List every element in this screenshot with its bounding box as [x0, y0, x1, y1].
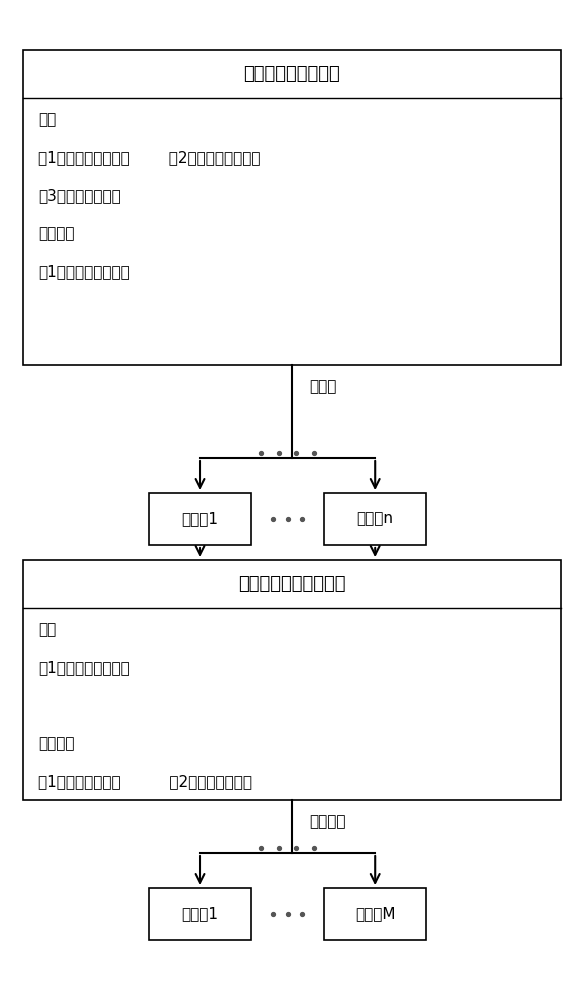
- Text: 下层：充电桩功率分配: 下层：充电桩功率分配: [238, 575, 346, 593]
- Text: （3）负荷波动最小: （3）负荷波动最小: [38, 189, 121, 204]
- Text: 约束条件: 约束条件: [38, 227, 75, 242]
- Bar: [324, 493, 426, 545]
- Text: 约束条件: 约束条件: [38, 736, 75, 752]
- Text: （1）充电功率约束          （2）充电时间约束: （1）充电功率约束 （2）充电时间约束: [38, 774, 252, 790]
- Text: 负荷量: 负荷量: [310, 379, 337, 394]
- Bar: [149, 493, 251, 545]
- Text: 变压器n: 变压器n: [357, 511, 394, 526]
- Text: 充电桩M: 充电桩M: [355, 906, 395, 922]
- Text: 充电桨1: 充电桨1: [182, 906, 218, 922]
- Text: 变压器1: 变压器1: [182, 511, 218, 526]
- Bar: [23, 560, 561, 800]
- Bar: [23, 50, 561, 365]
- Text: 目标: 目标: [38, 113, 56, 128]
- Bar: [324, 888, 426, 940]
- Bar: [149, 888, 251, 940]
- Text: 目标: 目标: [38, 622, 56, 638]
- Text: （1）用电成本的最低        （2）变压器损耗最小: （1）用电成本的最低 （2）变压器损耗最小: [38, 151, 260, 166]
- Text: 上层：配电室变压器: 上层：配电室变压器: [244, 65, 340, 83]
- Text: （1）变压器容量约束: （1）变压器容量约束: [38, 265, 130, 280]
- Text: （1）充电时效比最高: （1）充电时效比最高: [38, 660, 130, 676]
- Text: 充电功率: 充电功率: [310, 814, 346, 829]
